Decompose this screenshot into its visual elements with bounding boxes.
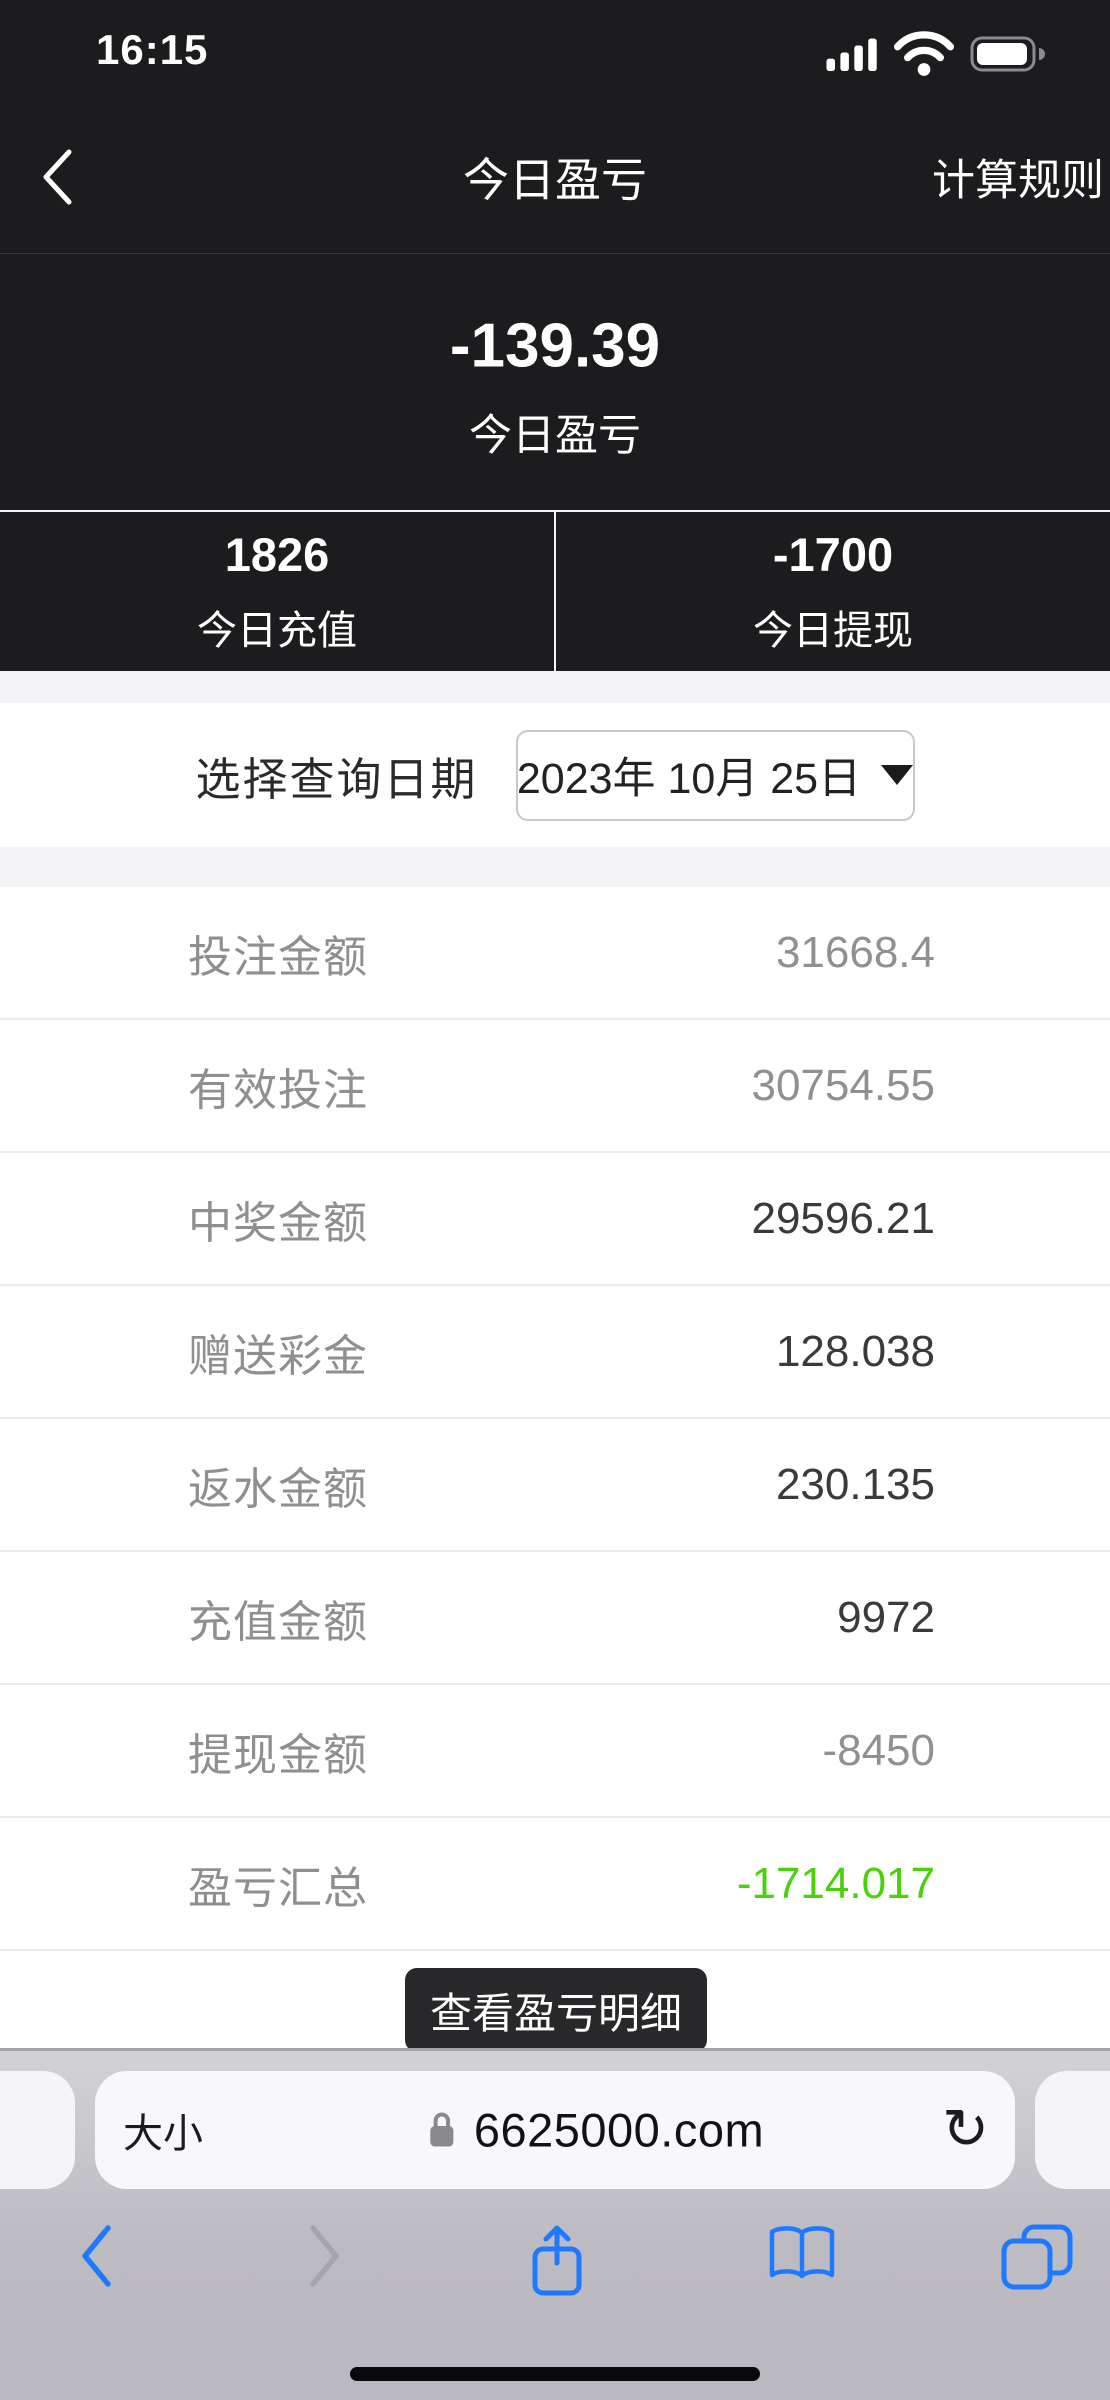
- spacer-band: [0, 671, 1110, 703]
- row-value: 29596.21: [751, 1193, 935, 1243]
- share-icon[interactable]: [528, 2223, 586, 2299]
- battery-full-icon: [970, 36, 1045, 72]
- reload-icon[interactable]: ↻: [942, 2097, 989, 2162]
- calc-rules-link[interactable]: 计算规则: [932, 157, 1104, 205]
- row-label: 中奖金额: [188, 1198, 368, 1248]
- adjacent-tab-right[interactable]: [1035, 2071, 1110, 2189]
- row-value: -8450: [822, 1725, 935, 1775]
- row-value: 9972: [837, 1592, 935, 1642]
- back-chevron-icon[interactable]: [40, 148, 74, 206]
- row-value: 230.135: [775, 1459, 935, 1509]
- table-row: 提现金额 -8450: [0, 1685, 1110, 1818]
- url-bar[interactable]: 大小 6625000.com ↻: [95, 2071, 1015, 2189]
- row-value: -1714.017: [736, 1858, 935, 1908]
- spacer-band: [0, 847, 1110, 887]
- row-label: 返水金额: [188, 1464, 368, 1514]
- date-picker-section: 选择查询日期 2023年 10月 25日: [0, 703, 1110, 847]
- withdraw-value: -1700: [772, 528, 894, 581]
- withdraw-label: 今日提现: [753, 609, 913, 653]
- wifi-icon: [894, 31, 954, 76]
- status-icons: [826, 31, 1048, 77]
- row-label: 充值金额: [188, 1597, 368, 1647]
- pl-table: 投注金额 31668.4 有效投注 30754.55 中奖金额 29596.21 赠送彩金 1…: [0, 887, 1110, 1951]
- view-detail-button[interactable]: 查看盈亏明细: [405, 1968, 707, 2052]
- caret-down-icon: [881, 765, 914, 785]
- adjacent-tab-left[interactable]: [0, 2071, 75, 2189]
- table-row: 返水金额 230.135: [0, 1419, 1110, 1552]
- status-bar: 16:15: [0, 0, 1110, 100]
- today-pl-value: -139.39: [449, 311, 661, 381]
- home-indicator[interactable]: [350, 2367, 760, 2381]
- table-row: 有效投注 30754.55: [0, 1020, 1110, 1153]
- status-time: 16:15: [96, 26, 209, 73]
- table-row: 赠送彩金 128.038: [0, 1286, 1110, 1419]
- row-value: 31668.4: [775, 927, 935, 977]
- row-value: 128.038: [775, 1326, 935, 1376]
- row-value: 30754.55: [751, 1060, 935, 1110]
- lock-icon: [430, 2112, 454, 2146]
- table-row: 充值金额 9972: [0, 1552, 1110, 1685]
- row-label: 有效投注: [188, 1065, 368, 1115]
- row-label: 盈亏汇总: [188, 1863, 368, 1913]
- stats-band: 1826 今日充值 -1700 今日提现: [0, 512, 1110, 671]
- page-title: 今日盈亏: [463, 154, 647, 206]
- bookmarks-icon[interactable]: [765, 2223, 839, 2285]
- nav-divider: [0, 253, 1110, 254]
- row-label: 投注金额: [188, 932, 368, 982]
- dark-header-block: 16:15: [0, 0, 1110, 512]
- browser-forward-icon[interactable]: [306, 2223, 344, 2289]
- date-select-box[interactable]: 2023年 10月 25日: [515, 729, 915, 821]
- url-center-group: 6625000.com: [426, 2103, 764, 2158]
- tabs-icon[interactable]: [1000, 2223, 1074, 2293]
- stat-withdraw: -1700 今日提现: [556, 512, 1110, 671]
- stat-deposit: 1826 今日充值: [0, 512, 556, 671]
- nav-bar: 今日盈亏 计算规则: [0, 100, 1110, 254]
- safari-bottom-bar: 大小 6625000.com ↻: [0, 2048, 1110, 2400]
- row-label: 提现金额: [188, 1730, 368, 1780]
- table-row: 盈亏汇总 -1714.017: [0, 1818, 1110, 1951]
- row-label: 赠送彩金: [188, 1331, 368, 1381]
- cellular-signal-icon: [826, 38, 877, 71]
- today-pl-label: 今日盈亏: [469, 412, 641, 460]
- date-select-value: 2023年 10月 25日: [516, 755, 862, 803]
- text-size-button[interactable]: 大小: [123, 2112, 203, 2156]
- url-text: 6625000.com: [473, 2103, 765, 2157]
- table-row: 中奖金额 29596.21: [0, 1153, 1110, 1286]
- browser-back-icon[interactable]: [77, 2223, 115, 2289]
- table-row: 投注金额 31668.4: [0, 887, 1110, 1020]
- deposit-value: 1826: [224, 528, 330, 581]
- section-divider: [0, 510, 1110, 512]
- deposit-label: 今日充值: [197, 609, 357, 653]
- date-picker-label: 选择查询日期: [195, 753, 478, 805]
